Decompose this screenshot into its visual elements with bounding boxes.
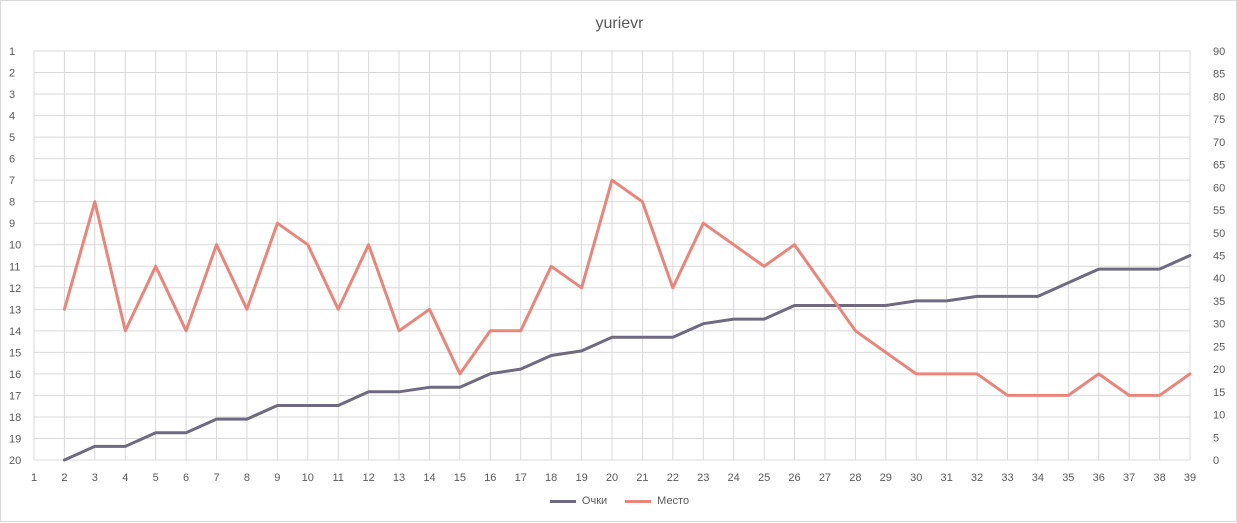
y-left-tick-label: 18 bbox=[9, 412, 21, 424]
y-left-tick-label: 10 bbox=[9, 240, 21, 252]
legend-swatch-mesto bbox=[625, 499, 652, 503]
y-left-tick-label: 16 bbox=[9, 369, 21, 381]
y-right-tick-label: 85 bbox=[1213, 69, 1225, 81]
chart-title: yurievr bbox=[595, 15, 644, 32]
x-tick-label: 15 bbox=[454, 472, 466, 484]
x-tick-label: 37 bbox=[1123, 472, 1135, 484]
x-tick-label: 22 bbox=[667, 472, 679, 484]
y-left-tick-label: 14 bbox=[9, 326, 21, 338]
x-tick-label: 7 bbox=[213, 472, 219, 484]
legend-swatch-ochki bbox=[549, 499, 576, 503]
x-tick-label: 27 bbox=[819, 472, 831, 484]
x-tick-label: 38 bbox=[1153, 472, 1165, 484]
y-left-tick-label: 3 bbox=[9, 89, 15, 101]
y-right-tick-label: 90 bbox=[1213, 46, 1225, 58]
y-left-tick-label: 8 bbox=[9, 197, 15, 209]
x-tick-label: 33 bbox=[1001, 472, 1013, 484]
x-tick-label: 28 bbox=[849, 472, 861, 484]
y-left-tick-label: 1 bbox=[9, 46, 15, 58]
x-tick-label: 25 bbox=[758, 472, 770, 484]
y-left-tick-label: 6 bbox=[9, 154, 15, 166]
x-tick-label: 3 bbox=[92, 472, 98, 484]
y-right-tick-label: 75 bbox=[1213, 114, 1225, 126]
y-right-tick-label: 70 bbox=[1213, 137, 1225, 149]
legend-item-mesto: Место bbox=[625, 495, 689, 507]
y-right-tick-label: 30 bbox=[1213, 319, 1225, 331]
y-left-tick-label: 13 bbox=[9, 304, 21, 316]
x-tick-label: 39 bbox=[1184, 472, 1196, 484]
y-left-tick-label: 15 bbox=[9, 347, 21, 359]
x-tick-label: 16 bbox=[484, 472, 496, 484]
y-left-tick-label: 12 bbox=[9, 283, 21, 295]
x-tick-label: 30 bbox=[910, 472, 922, 484]
x-tick-label: 13 bbox=[393, 472, 405, 484]
y-right-tick-label: 60 bbox=[1213, 182, 1225, 194]
y-left-tick-label: 7 bbox=[9, 175, 15, 187]
y-left-tick-label: 11 bbox=[9, 261, 20, 273]
y-right-tick-label: 5 bbox=[1213, 432, 1219, 444]
y-right-tick-label: 80 bbox=[1213, 91, 1225, 103]
x-tick-label: 21 bbox=[636, 472, 648, 484]
y-right-tick-label: 25 bbox=[1213, 341, 1225, 353]
x-tick-label: 12 bbox=[363, 472, 375, 484]
x-tick-label: 19 bbox=[575, 472, 587, 484]
y-right-tick-label: 15 bbox=[1213, 387, 1225, 399]
legend: Очки Место bbox=[1, 495, 1237, 507]
x-tick-label: 1 bbox=[31, 472, 37, 484]
legend-item-ochki: Очки bbox=[549, 495, 608, 507]
y-left-tick-label: 5 bbox=[9, 132, 15, 144]
series-line-mesto bbox=[62, 178, 1192, 397]
y-left-tick-label: 9 bbox=[9, 218, 15, 230]
x-tick-label: 31 bbox=[941, 472, 953, 484]
x-tick-label: 14 bbox=[423, 472, 435, 484]
x-tick-label: 32 bbox=[971, 472, 983, 484]
x-tick-label: 10 bbox=[302, 472, 314, 484]
x-tick-label: 20 bbox=[606, 472, 618, 484]
x-tick-label: 26 bbox=[788, 472, 800, 484]
y-left-tick-label: 17 bbox=[9, 390, 21, 402]
y-right-tick-label: 20 bbox=[1213, 364, 1225, 376]
x-tick-label: 23 bbox=[697, 472, 709, 484]
series-line-ochki bbox=[62, 254, 1192, 462]
y-right-tick-label: 45 bbox=[1213, 251, 1225, 263]
y-right-tick-label: 50 bbox=[1213, 228, 1225, 240]
y-right-tick-label: 35 bbox=[1213, 296, 1225, 308]
x-tick-label: 18 bbox=[545, 472, 557, 484]
x-tick-label: 24 bbox=[728, 472, 740, 484]
y-right-tick-label: 40 bbox=[1213, 273, 1225, 285]
x-tick-label: 6 bbox=[183, 472, 189, 484]
x-tick-label: 35 bbox=[1062, 472, 1074, 484]
legend-label-mesto: Место bbox=[657, 495, 690, 507]
x-tick-label: 11 bbox=[332, 472, 343, 484]
x-tick-label: 29 bbox=[880, 472, 892, 484]
y-right-tick-label: 0 bbox=[1213, 455, 1219, 467]
x-tick-label: 8 bbox=[244, 472, 250, 484]
x-tick-label: 2 bbox=[61, 472, 67, 484]
x-tick-label: 4 bbox=[122, 472, 128, 484]
x-tick-label: 5 bbox=[153, 472, 159, 484]
y-right-tick-label: 10 bbox=[1213, 410, 1225, 422]
x-tick-label: 9 bbox=[274, 472, 280, 484]
y-left-tick-label: 2 bbox=[9, 68, 15, 80]
y-left-tick-label: 19 bbox=[9, 433, 21, 445]
x-tick-label: 34 bbox=[1032, 472, 1044, 484]
y-left-tick-label: 4 bbox=[9, 111, 15, 123]
x-tick-label: 36 bbox=[1093, 472, 1105, 484]
x-tick-label: 17 bbox=[515, 472, 527, 484]
legend-label-ochki: Очки bbox=[581, 495, 608, 507]
y-right-tick-label: 55 bbox=[1213, 205, 1225, 217]
y-left-tick-label: 20 bbox=[9, 455, 21, 467]
y-right-tick-label: 65 bbox=[1213, 160, 1225, 172]
